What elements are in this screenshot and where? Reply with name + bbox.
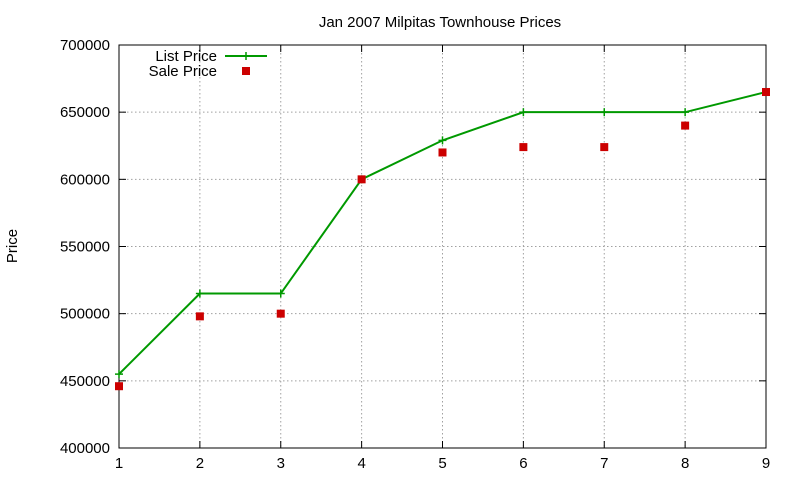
chart-title: Jan 2007 Milpitas Townhouse Prices [319, 14, 561, 31]
data-point-sale-price [519, 143, 528, 152]
series-list-price [115, 88, 770, 379]
x-tick-label: 8 [681, 455, 689, 472]
data-point-sale-price [357, 175, 366, 184]
x-tick-label: 1 [115, 455, 123, 472]
x-tick-label: 6 [519, 455, 527, 472]
grid-lines [119, 45, 766, 448]
y-tick-label: 450000 [60, 373, 110, 390]
legend-label: Sale Price [149, 63, 217, 80]
data-point-sale-price [438, 148, 447, 157]
data-point-sale-price [115, 382, 123, 391]
x-tick-label: 4 [357, 455, 365, 472]
data-point-list-price [600, 108, 609, 117]
data-series [115, 88, 770, 391]
data-point-list-price [115, 370, 123, 379]
legend-marker [242, 67, 250, 75]
x-tick-label: 3 [277, 455, 285, 472]
y-tick-label: 650000 [60, 104, 110, 121]
y-tick-label: 400000 [60, 440, 110, 457]
y-axis-title: Price [4, 229, 21, 263]
data-point-list-price [276, 289, 285, 298]
axis-ticks [118, 44, 767, 449]
data-point-sale-price [276, 309, 285, 318]
legend-item-sale-price: Sale Price [149, 63, 250, 80]
y-tick-label: 600000 [60, 171, 110, 188]
data-point-sale-price [762, 88, 770, 97]
legend-marker [242, 52, 250, 60]
x-tick-label: 5 [438, 455, 446, 472]
data-point-sale-price [195, 312, 204, 321]
data-point-list-price [519, 108, 528, 117]
x-tick-label: 7 [600, 455, 608, 472]
series-sale-price [115, 88, 770, 391]
data-point-sale-price [600, 143, 609, 152]
legend-label: List Price [155, 48, 217, 65]
data-point-list-price [438, 136, 447, 145]
y-tick-label: 700000 [60, 37, 110, 54]
x-tick-label: 9 [762, 455, 770, 472]
y-tick-label: 550000 [60, 239, 110, 256]
y-tick-label: 500000 [60, 306, 110, 323]
data-point-sale-price [681, 121, 690, 130]
legend-item-list-price: List Price [155, 48, 267, 65]
tick-labels: 400000 450000 500000 550000 600000 650000 7000… [60, 37, 770, 472]
data-point-list-price [681, 108, 690, 117]
data-point-list-price [195, 289, 204, 298]
x-tick-label: 2 [196, 455, 204, 472]
